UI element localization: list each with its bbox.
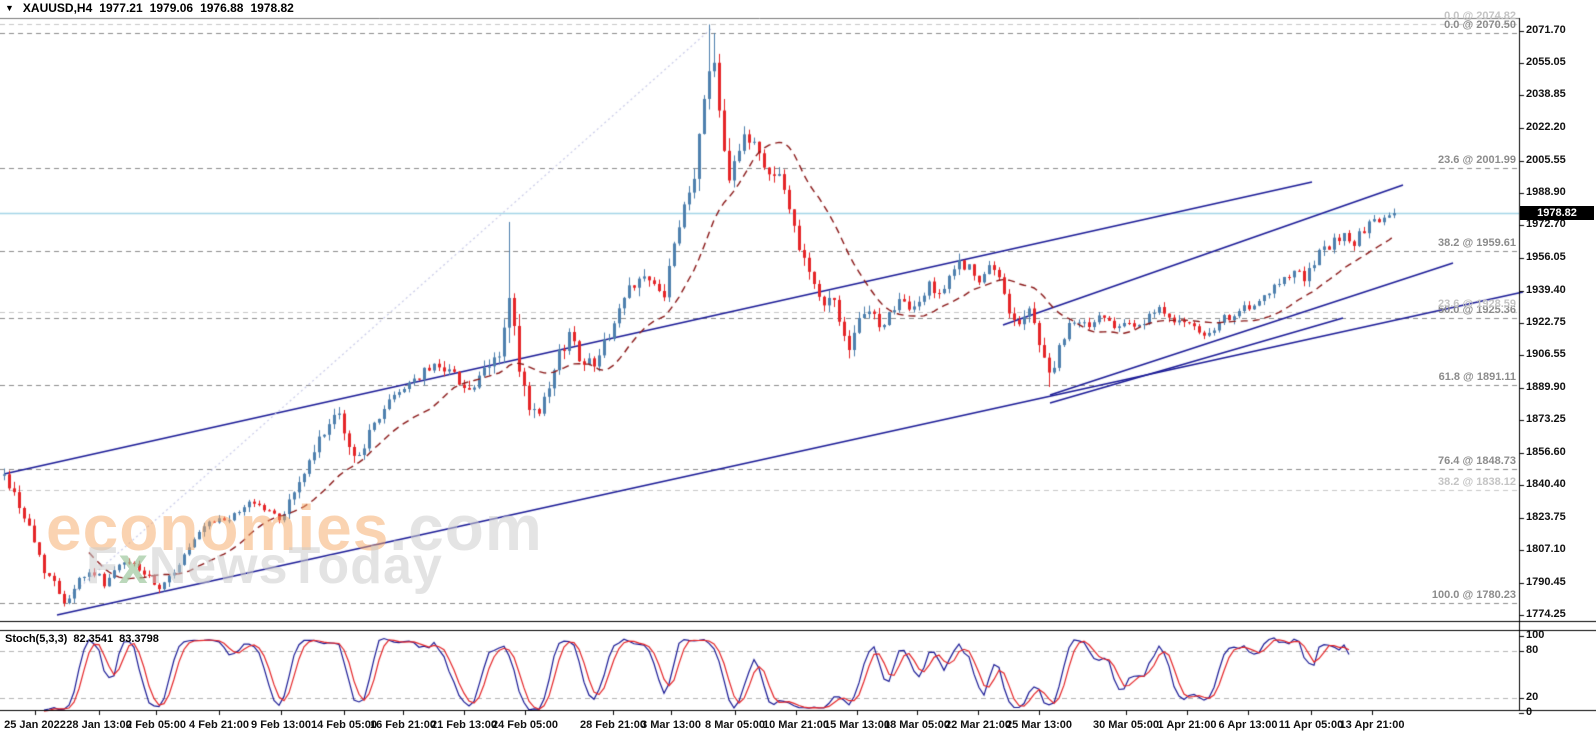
watermark-tagline-rest: NewsToday	[148, 537, 443, 595]
time-axis-label: 6 Apr 13:00	[1218, 719, 1278, 731]
stoch-indicator-label: Stoch(5,3,3) 82.3541 83.3798	[5, 633, 159, 645]
fib-level-label: 100.0 @ 1780.23	[1431, 589, 1516, 602]
quote-low: 1976.88	[200, 1, 244, 15]
price-axis-label: 1873.25	[1526, 413, 1566, 426]
fib-level-label: 0.0 @ 2070.50	[1444, 18, 1516, 31]
time-axis-label: 13 Apr 21:00	[1339, 719, 1405, 731]
time-axis-label: 2 Feb 05:00	[126, 719, 186, 731]
fib-level-label: 38.2 @ 1838.12	[1437, 475, 1516, 488]
price-axis-label: 2071.70	[1526, 23, 1566, 36]
watermark-brand-name: econo​mies	[46, 492, 390, 564]
stoch-scale-label: 80	[1526, 644, 1539, 657]
price-axis-label: 1922.75	[1526, 316, 1566, 329]
fib-level-label: 38.2 @ 1959.61	[1437, 236, 1516, 249]
price-axis-label: 1988.90	[1526, 186, 1566, 199]
price-axis-label: 1807.10	[1526, 543, 1566, 556]
price-axis-label: 1906.55	[1526, 348, 1566, 361]
time-axis-label: 28 Jan 13:00	[66, 719, 132, 731]
watermark-brand-suffix: .com	[389, 492, 543, 564]
watermark-tagline: FxNewsToday	[86, 540, 443, 592]
stoch-k-value: 82.3541	[73, 633, 114, 645]
stoch-d-value: 83.3798	[119, 633, 159, 645]
time-axis-label: 21 Feb 13:00	[430, 719, 498, 731]
time-axis-label: 1 Apr 21:00	[1157, 719, 1217, 731]
quote-open: 1977.21	[99, 1, 143, 15]
stoch-name: Stoch(5,3,3)	[5, 633, 68, 645]
watermark-brand: econo​mies.com	[46, 496, 543, 560]
time-axis-label: 11 Apr 05:00	[1278, 719, 1344, 731]
time-axis-label: 25 Mar 13:00	[1005, 719, 1073, 731]
price-axis-label: 1840.40	[1526, 478, 1566, 491]
time-axis-label: 30 Mar 05:00	[1092, 719, 1160, 731]
price-axis-label: 1956.05	[1526, 250, 1566, 263]
fib-level-label: 76.4 @ 1848.73	[1437, 454, 1516, 467]
stoch-scale-label: 100	[1526, 629, 1545, 641]
quote-high: 1979.06	[149, 1, 194, 15]
time-axis-label: 25 Jan 2022	[4, 719, 66, 731]
symbol-period-label: XAUUSD,H4	[22, 1, 93, 15]
time-axis-label: 15 Mar 13:00	[823, 719, 891, 731]
fib-level-label: 23.6 @ 1928.59	[1437, 297, 1516, 310]
watermark-tagline-f: F	[86, 537, 119, 595]
stoch-scale-label: 20	[1526, 690, 1539, 703]
fib-level-label: 50.0 @ 1925.36	[1437, 304, 1516, 317]
chart-title-bar: ▼ XAUUSD,H4 1977.21 1979.06 1976.88 1978…	[5, 1, 294, 15]
price-axis-label: 1972.70	[1526, 218, 1566, 231]
price-axis-label: 1939.40	[1526, 283, 1566, 296]
time-axis-label: 14 Feb 05:00	[310, 719, 378, 731]
fib-level-label: 0.0 @ 2074.82	[1444, 10, 1516, 23]
price-axis-label: 1790.45	[1526, 576, 1566, 589]
fib-level-label: 61.8 @ 1891.11	[1438, 371, 1516, 384]
price-axis-label: 1856.60	[1526, 446, 1566, 459]
price-axis-label: 1889.90	[1526, 380, 1566, 393]
current-price-badge: 1978.82	[1520, 206, 1594, 220]
time-axis-label: 16 Feb 21:00	[369, 719, 437, 731]
price-axis-label: 1823.75	[1526, 510, 1566, 523]
watermark-logo-x-icon: x	[118, 537, 149, 595]
chevron-down-icon[interactable]: ▼	[5, 3, 14, 13]
time-axis-label: 4 Feb 21:00	[189, 719, 249, 731]
time-axis-label: 18 Mar 05:00	[883, 719, 951, 731]
price-axis-label: 2038.85	[1526, 88, 1566, 101]
stoch-scale-label: 0	[1526, 706, 1533, 718]
fib-level-label: 23.6 @ 2001.99	[1437, 153, 1516, 166]
time-axis-label: 28 Feb 21:00	[579, 719, 647, 731]
time-axis-label: 10 Mar 21:00	[762, 719, 830, 731]
quote-close: 1978.82	[250, 1, 294, 15]
time-axis-label: 22 Mar 21:00	[944, 719, 1012, 731]
time-axis-label: 8 Mar 05:00	[705, 719, 765, 731]
time-axis-label: 9 Feb 13:00	[251, 719, 311, 731]
price-axis-label: 2022.20	[1526, 120, 1566, 133]
time-axis-label: 24 Feb 05:00	[491, 719, 559, 731]
price-axis-label: 1774.25	[1526, 608, 1566, 620]
price-axis-label: 2055.05	[1526, 56, 1566, 69]
price-axis-label: 2005.55	[1526, 153, 1566, 166]
time-axis-label: 3 Mar 13:00	[641, 719, 701, 731]
